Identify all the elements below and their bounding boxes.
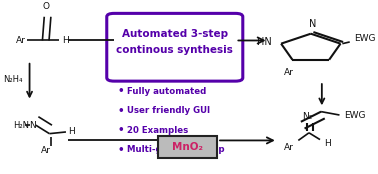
Text: MnO₂: MnO₂: [172, 142, 203, 152]
Text: O: O: [42, 2, 49, 11]
Text: N₂: N₂: [302, 112, 312, 121]
Text: EWG: EWG: [354, 34, 375, 43]
Text: Ar: Ar: [284, 143, 294, 152]
Text: continous synthesis: continous synthesis: [116, 45, 233, 55]
Text: N: N: [309, 19, 316, 29]
Text: HN: HN: [257, 37, 272, 47]
Text: Fully automated: Fully automated: [127, 87, 206, 96]
Text: Ar: Ar: [284, 68, 294, 77]
Text: H: H: [62, 36, 68, 45]
Text: N: N: [29, 121, 36, 130]
Text: Multi-gram scale-up: Multi-gram scale-up: [127, 145, 225, 154]
Text: User friendly GUI: User friendly GUI: [127, 106, 210, 115]
Text: •: •: [118, 145, 124, 155]
Text: H₂N: H₂N: [13, 121, 29, 130]
Text: •: •: [118, 125, 124, 135]
FancyBboxPatch shape: [158, 136, 217, 158]
FancyBboxPatch shape: [107, 13, 243, 81]
Text: H: H: [324, 139, 331, 148]
Text: 20 Examples: 20 Examples: [127, 126, 188, 135]
Text: H: H: [68, 127, 75, 136]
Text: N₂H₄: N₂H₄: [3, 75, 23, 84]
Text: Ar: Ar: [15, 36, 25, 45]
Text: EWG: EWG: [345, 110, 366, 120]
Text: •: •: [118, 86, 124, 96]
Text: Ar: Ar: [41, 146, 51, 155]
Text: Automated 3-step: Automated 3-step: [122, 29, 228, 39]
Text: •: •: [118, 106, 124, 116]
